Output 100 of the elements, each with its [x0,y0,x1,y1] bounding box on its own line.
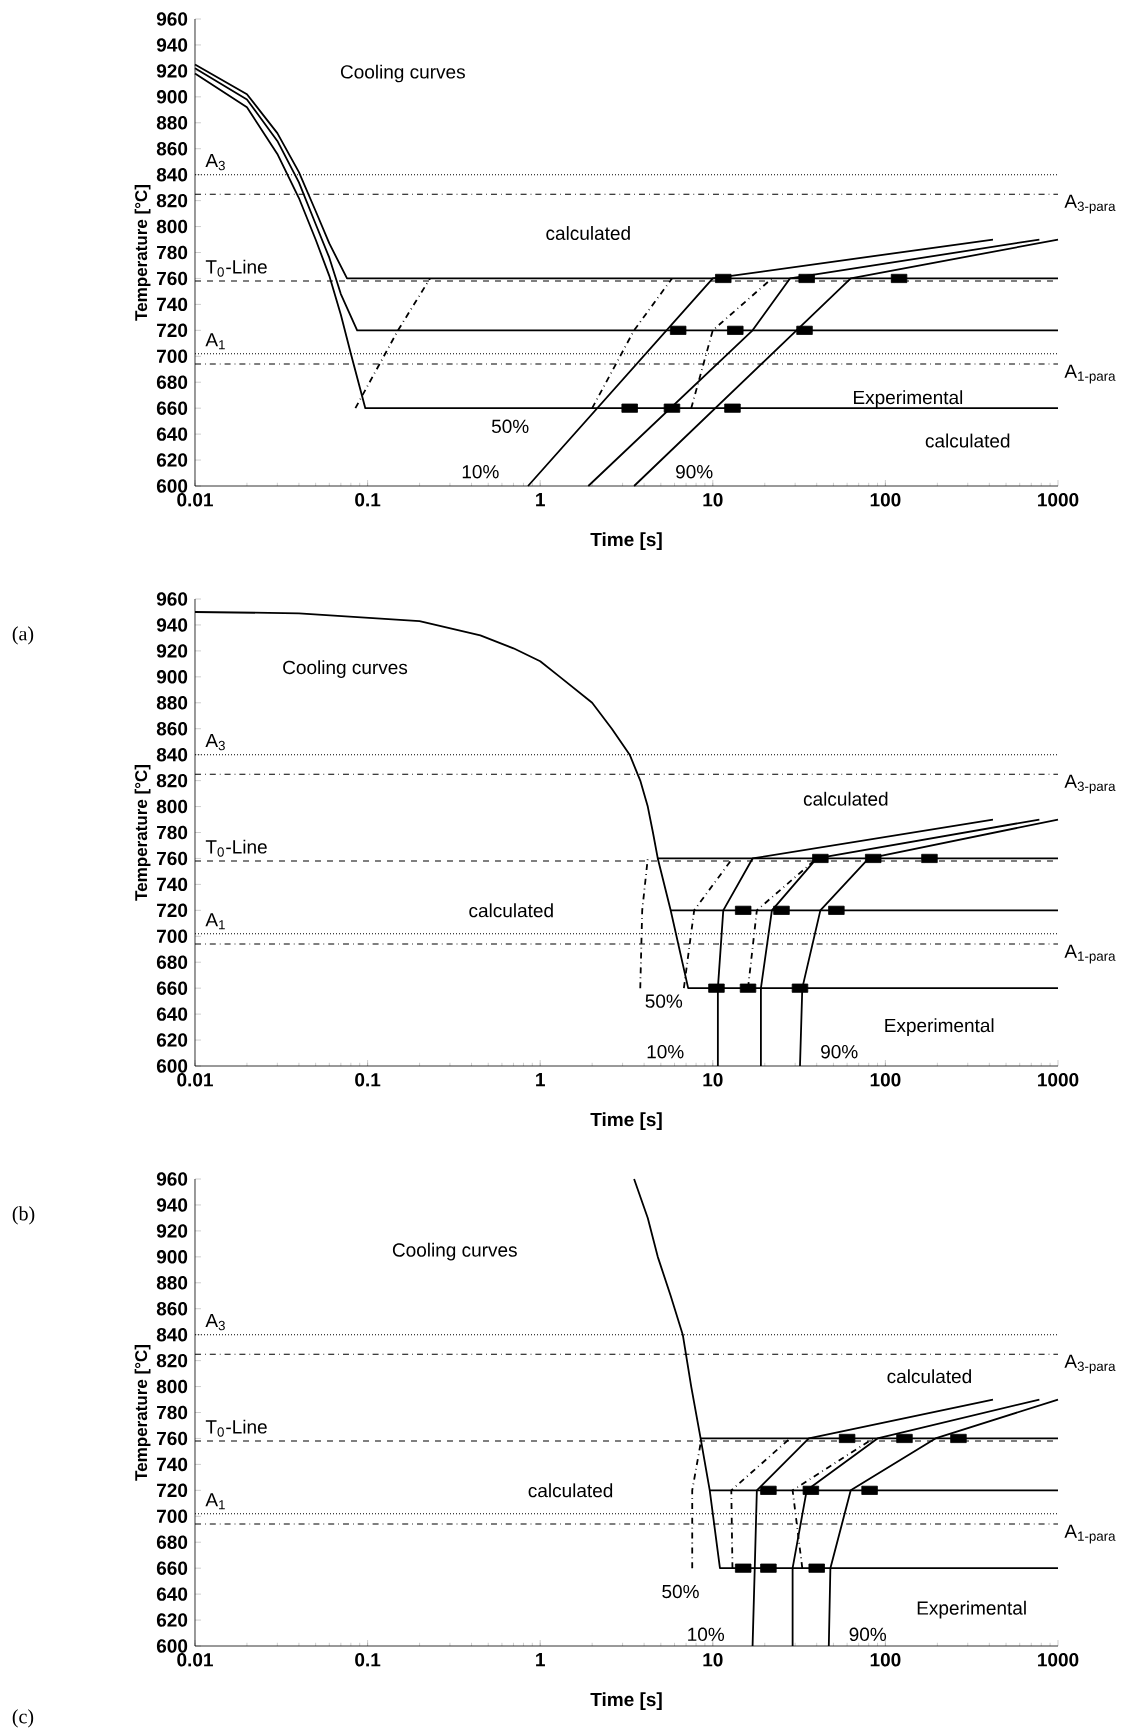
y-tick-label: 780 [157,245,188,260]
y-tick-label: 780 [157,825,188,840]
x-tick-label: 1000 [1038,493,1079,507]
y-tick-label: 660 [156,981,188,995]
annotation: 90% [676,465,713,479]
annotation: 10% [688,1627,725,1642]
annotation: calculated [469,903,553,918]
y-tick-label: 960 [156,12,188,26]
y-tick-label: 640 [156,1587,188,1601]
ref-line-label: T$_{0}$-Line [205,259,267,277]
y-tick-label: 800 [156,1379,188,1394]
y-tick-label: 700 [157,1509,188,1524]
x-tick-label: 1 [536,1073,545,1087]
text: (c) [12,1709,34,1728]
x-axis-title: Time [s] [590,532,662,550]
y-tick-label: 920 [156,644,188,658]
y-tick-label: 880 [156,696,188,710]
text: (a) [12,626,34,645]
y-tick-label: 620 [156,1613,188,1627]
annotation: calculated [925,433,1010,448]
y-axis-title: Temperature [°C] [134,185,151,321]
ref-line-label: A$_{1}$ [205,913,225,930]
annotation: 10% [462,465,499,479]
y-tick-label: 760 [157,1431,188,1446]
y-tick-label: 820 [156,1353,188,1368]
annotation: calculated [803,791,888,806]
annotation: 50% [491,419,529,434]
y-tick-label: 640 [156,1007,188,1021]
ref-line-label: A$_{1-para}$ [1064,1524,1116,1544]
y-tick-label: 620 [156,453,188,467]
y-tick-label: 940 [156,1198,188,1212]
x-tick-label: 0.01 [177,1653,213,1667]
x-tick-label: 100 [870,1073,901,1087]
ref-line-label: T$_{0}$-Line [205,839,267,857]
y-tick-label: 860 [156,142,188,156]
ref-line-label: A$_{3-para}$ [1064,774,1116,794]
annotation: 50% [645,994,683,1008]
ref-line-label: A$_{3}$ [205,733,225,751]
y-tick-label: 720 [157,1483,188,1498]
x-axis-title: Time [s] [590,1112,662,1130]
y-tick-label: 840 [156,167,188,182]
ref-line-label: A$_{3}$ [205,1313,225,1331]
y-tick-label: 820 [156,773,188,788]
x-tick-label: 0.01 [177,1073,213,1087]
ref-line-label: A$_{1}$ [205,1493,225,1510]
x-tick-label: 0.1 [355,493,381,507]
ref-line-label: A$_{1}$ [205,333,225,350]
x-tick-label: 1000 [1038,1073,1079,1087]
y-tick-label: 840 [156,747,188,762]
y-tick-label: 660 [156,1561,188,1575]
ref-line-label: A$_{3}$ [205,153,225,171]
y-tick-label: 880 [156,116,188,130]
y-tick-label: 720 [157,323,188,338]
y-tick-label: 920 [156,64,188,78]
annotation: 90% [821,1045,858,1059]
y-tick-label: 720 [157,903,188,918]
y-tick-label: 860 [156,722,188,736]
annotation: Experimental [854,390,963,408]
y-tick-label: 800 [156,799,188,814]
y-tick-label: 940 [156,38,188,52]
x-axis-title: Time [s] [590,1692,662,1710]
ref-line-label: T$_{0}$-Line [205,1419,267,1437]
y-tick-label: 700 [157,349,188,364]
x-tick-label: 10 [703,493,723,507]
y-tick-label: 840 [156,1327,188,1342]
x-tick-label: 1 [536,1653,545,1667]
y-tick-label: 680 [156,1535,188,1549]
y-tick-label: 820 [156,193,188,208]
y-tick-label: 660 [156,401,188,415]
annotation: Cooling curves [392,1242,517,1261]
annotation: Cooling curves [340,64,465,83]
y-tick-label: 600 [156,1639,188,1653]
y-tick-label: 620 [156,1033,188,1047]
y-tick-label: 640 [156,427,188,441]
y-tick-label: 760 [157,851,188,866]
x-tick-label: 0.1 [355,1653,381,1667]
ref-line-label: A$_{1-para}$ [1064,944,1116,964]
ref-line-label: A$_{1-para}$ [1064,364,1116,384]
annotation: 10% [647,1045,684,1059]
annotation: 90% [849,1627,887,1642]
y-axis-title: Temperature [°C] [134,765,151,901]
y-tick-label: 880 [156,1276,188,1290]
annotation: calculated [887,1369,971,1384]
y-tick-label: 700 [157,929,188,944]
y-tick-label: 680 [156,375,188,389]
annotation: 50% [662,1584,699,1599]
x-tick-label: 10 [703,1073,723,1087]
annotation: calculated [528,1483,613,1498]
x-tick-label: 1 [536,493,545,507]
y-tick-label: 920 [156,1224,188,1238]
x-tick-label: 0.1 [355,1073,381,1087]
annotation: Cooling curves [283,660,408,678]
y-tick-label: 900 [156,1250,188,1264]
y-tick-label: 860 [156,1302,188,1316]
y-tick-label: 740 [157,297,188,312]
y-tick-label: 600 [156,479,188,493]
ref-line-label: A$_{3-para}$ [1064,194,1116,214]
annotation: calculated [546,226,630,241]
y-tick-label: 680 [156,955,188,969]
x-tick-label: 1000 [1038,1653,1079,1667]
